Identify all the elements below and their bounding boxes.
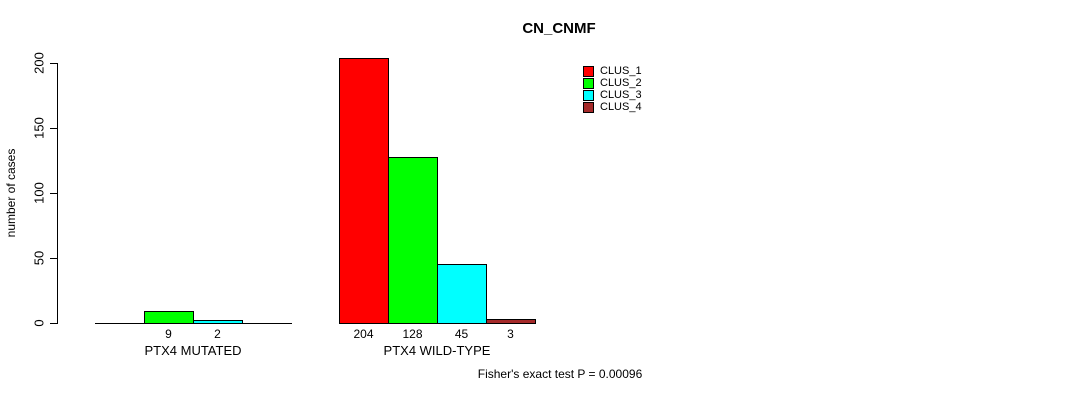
y-axis-line — [57, 63, 58, 324]
group-label-ptx4-wild-type: PTX4 WILD-TYPE — [383, 343, 491, 358]
legend-item-clus_4: CLUS_4 — [583, 101, 642, 113]
y-axis-tick-label: 100 — [31, 182, 47, 204]
bar-clus_2-mutated — [144, 311, 194, 324]
y-axis-tick — [50, 258, 57, 259]
bar-value-label: 2 — [214, 327, 221, 341]
bar-clus_3-mutated — [193, 320, 243, 324]
legend-swatch-icon — [583, 77, 594, 89]
bar-value-label: 204 — [353, 327, 374, 341]
legend-label: CLUS_2 — [600, 77, 642, 89]
y-axis-tick — [50, 128, 57, 129]
y-axis-tick-label: 150 — [31, 117, 47, 139]
y-axis-tick — [50, 323, 57, 324]
y-axis-tick — [50, 63, 57, 64]
bar-value-label: 128 — [402, 327, 423, 341]
chart-title: CN_CNMF — [522, 20, 596, 37]
legend-swatch-icon — [583, 89, 594, 101]
bar-value-label: 9 — [165, 327, 172, 341]
bar-clus_1-wild-type — [339, 58, 389, 324]
legend-swatch-icon — [583, 65, 594, 77]
bar-value-label: 3 — [507, 327, 514, 341]
bar-clus_4-wild-type — [486, 319, 536, 324]
legend-label: CLUS_3 — [600, 89, 642, 101]
legend-item-clus_2: CLUS_2 — [583, 77, 642, 89]
bar-value-label: 45 — [454, 327, 469, 341]
bar-clus_3-wild-type — [437, 264, 487, 324]
legend-swatch-icon — [583, 101, 594, 113]
fisher-exact-test-annotation: Fisher's exact test P = 0.00096 — [477, 367, 643, 381]
legend-item-clus_1: CLUS_1 — [583, 65, 642, 77]
y-axis-tick — [50, 193, 57, 194]
bar-clus_2-wild-type — [388, 157, 438, 324]
y-axis-tick-label: 50 — [31, 250, 47, 266]
group-label-ptx4-mutated: PTX4 MUTATED — [144, 343, 242, 358]
legend-label: CLUS_1 — [600, 65, 642, 77]
legend-item-clus_3: CLUS_3 — [583, 89, 642, 101]
y-axis-tick-label: 200 — [31, 52, 47, 74]
y-axis-title: number of cases — [4, 148, 18, 238]
legend: CLUS_1 CLUS_2 CLUS_3 CLUS_4 — [583, 65, 642, 113]
y-axis-tick-label: 0 — [31, 319, 47, 327]
legend-label: CLUS_4 — [600, 101, 642, 113]
